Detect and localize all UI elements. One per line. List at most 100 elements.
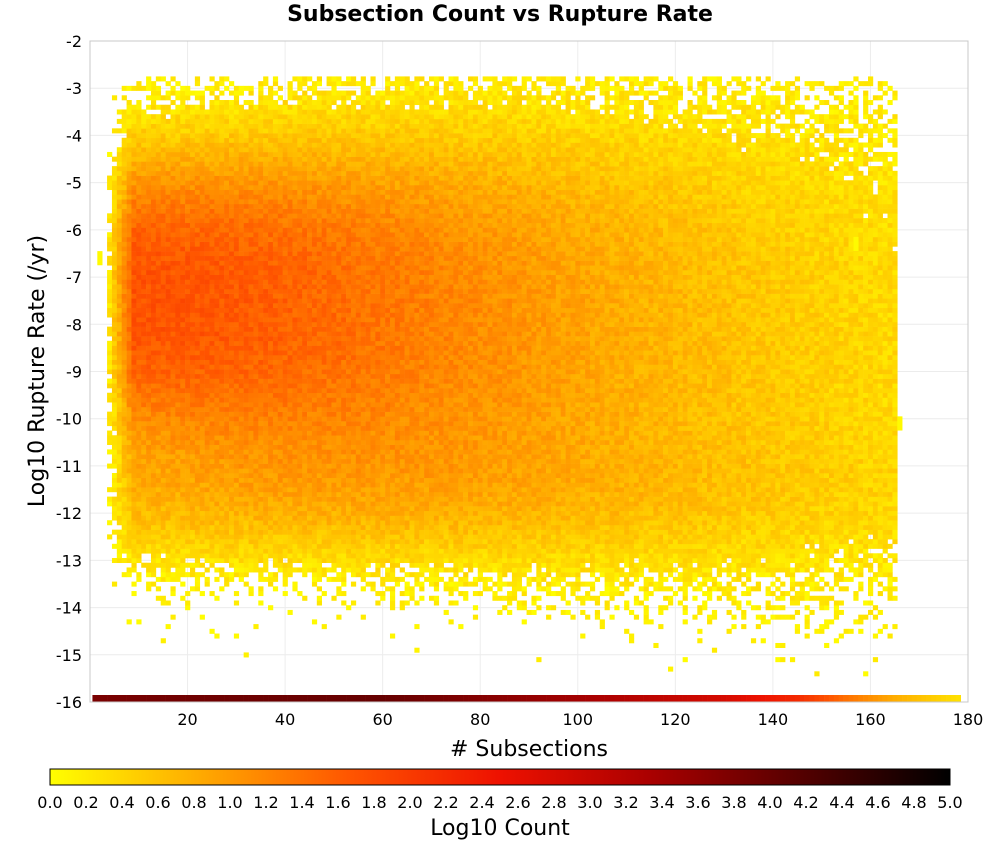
heatmap-cell xyxy=(146,501,152,507)
heatmap-cell xyxy=(263,180,269,186)
heatmap-cell xyxy=(341,430,347,436)
heatmap-cell xyxy=(263,293,269,299)
heatmap-cell xyxy=(121,491,127,497)
heatmap-cell xyxy=(185,142,191,148)
heatmap-cell xyxy=(272,430,279,436)
heatmap-cell xyxy=(111,496,118,502)
heatmap-cell xyxy=(316,515,322,521)
heatmap-cell xyxy=(180,236,186,242)
heatmap-cell xyxy=(336,572,342,578)
heatmap-cell xyxy=(253,435,259,441)
heatmap-cell xyxy=(336,133,342,139)
heatmap-cell xyxy=(287,510,293,516)
heatmap-cell xyxy=(297,265,303,271)
heatmap-cell xyxy=(277,501,283,507)
heatmap-cell xyxy=(258,477,264,483)
heatmap-cell xyxy=(170,614,176,620)
heatmap-cell xyxy=(136,520,142,526)
heatmap-cell xyxy=(302,269,308,276)
heatmap-cell xyxy=(160,265,166,271)
heatmap-cell xyxy=(233,430,240,436)
heatmap-cell xyxy=(150,397,157,403)
heatmap-cell xyxy=(170,354,176,360)
heatmap-cell xyxy=(248,326,254,332)
heatmap-cell xyxy=(165,454,171,460)
heatmap-cell xyxy=(199,534,205,540)
heatmap-cell xyxy=(297,477,303,483)
heatmap-cell xyxy=(253,421,259,427)
heatmap-cell xyxy=(209,392,215,398)
heatmap-cell xyxy=(238,331,244,337)
heatmap-cell xyxy=(160,562,166,568)
heatmap-cell xyxy=(282,562,288,568)
heatmap-cell xyxy=(316,364,322,370)
heatmap-cell xyxy=(253,236,259,242)
heatmap-cell xyxy=(326,199,332,205)
heatmap-cell xyxy=(180,166,186,172)
heatmap-cell xyxy=(170,189,176,195)
heatmap-cell xyxy=(175,175,181,181)
heatmap-cell xyxy=(229,317,235,323)
heatmap-cell xyxy=(136,104,142,110)
heatmap-cell xyxy=(165,236,171,242)
heatmap-cell xyxy=(189,449,196,455)
heatmap-cell xyxy=(233,458,240,464)
heatmap-cell xyxy=(243,364,249,370)
heatmap-cell xyxy=(282,454,288,460)
heatmap-cell xyxy=(155,345,162,351)
heatmap-cell xyxy=(185,331,191,337)
heatmap-cell xyxy=(126,388,132,394)
heatmap-cell xyxy=(136,137,142,143)
heatmap-cell xyxy=(131,274,137,280)
heatmap-cell xyxy=(224,477,230,483)
heatmap-cell xyxy=(107,350,113,356)
heatmap-cell xyxy=(219,118,225,124)
heatmap-cell xyxy=(297,416,303,422)
heatmap-cell xyxy=(287,458,293,464)
heatmap-cell xyxy=(136,326,142,332)
heatmap-cell xyxy=(297,76,303,82)
heatmap-cell xyxy=(199,166,205,172)
heatmap-cell xyxy=(233,468,240,474)
heatmap-cell xyxy=(136,279,142,285)
heatmap-cell xyxy=(160,397,166,403)
heatmap-cell xyxy=(121,350,127,356)
heatmap-cell xyxy=(141,265,147,271)
heatmap-cell xyxy=(258,576,264,582)
heatmap-cell xyxy=(341,222,347,228)
heatmap-cell xyxy=(292,227,298,233)
heatmap-cell xyxy=(194,411,201,417)
heatmap-cell xyxy=(277,383,283,389)
heatmap-cell xyxy=(321,128,327,134)
heatmap-cell xyxy=(331,81,337,87)
heatmap-cell xyxy=(165,104,171,110)
heatmap-cell xyxy=(189,421,196,427)
heatmap-cell xyxy=(126,269,132,276)
heatmap-cell xyxy=(116,321,123,327)
heatmap-cell xyxy=(224,118,230,124)
heatmap-cell xyxy=(321,170,327,176)
heatmap-cell xyxy=(248,524,254,530)
heatmap-cell xyxy=(194,515,201,521)
heatmap-cell xyxy=(326,520,332,526)
heatmap-cell xyxy=(116,340,123,346)
heatmap-cell xyxy=(160,477,166,483)
heatmap-cell xyxy=(185,392,191,398)
heatmap-cell xyxy=(263,350,269,356)
heatmap-cell xyxy=(111,180,118,186)
heatmap-cell xyxy=(272,397,279,403)
heatmap-cell xyxy=(233,373,240,379)
heatmap-cell xyxy=(302,520,308,526)
heatmap-cell xyxy=(258,269,264,276)
heatmap-cell xyxy=(272,241,279,247)
heatmap-cell xyxy=(180,520,186,526)
heatmap-cell xyxy=(263,510,269,516)
heatmap-cell xyxy=(297,449,303,455)
heatmap-cell xyxy=(229,548,235,554)
heatmap-cell xyxy=(311,189,318,195)
heatmap-cell xyxy=(199,170,205,176)
heatmap-cell xyxy=(307,430,313,436)
heatmap-cell xyxy=(189,114,196,120)
heatmap-cell xyxy=(111,354,118,360)
heatmap-cell xyxy=(326,303,332,309)
